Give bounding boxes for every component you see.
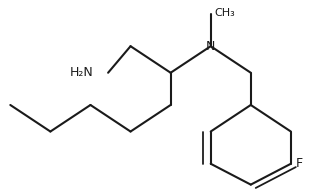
Text: N: N — [206, 40, 215, 53]
Text: F: F — [296, 157, 303, 170]
Text: H₂N: H₂N — [70, 66, 94, 79]
Text: CH₃: CH₃ — [214, 8, 235, 18]
